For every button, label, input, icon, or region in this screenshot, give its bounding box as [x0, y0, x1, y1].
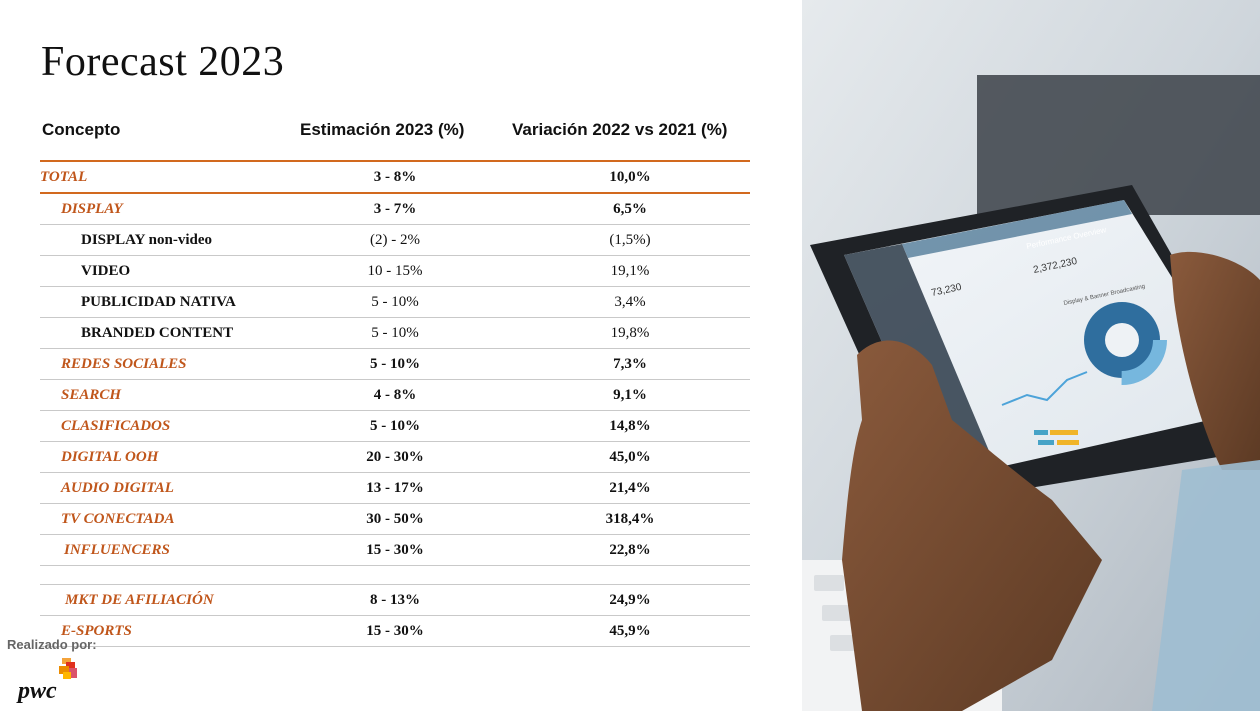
row-estimate: 15 - 30% — [366, 542, 424, 558]
row-estimate: 8 - 13% — [370, 592, 420, 608]
row-label: DISPLAY — [61, 201, 123, 217]
row-variation: 19,8% — [610, 325, 650, 341]
row-estimate: (2) - 2% — [370, 232, 420, 248]
row-label: E-SPORTS — [61, 623, 132, 639]
row-label: SEARCH — [61, 387, 122, 403]
made-by-label: Realizado por: — [7, 637, 97, 652]
pwc-logo: pwc — [18, 656, 88, 708]
table-row-influencers: INFLUENCERS 15 - 30% 22,8% — [40, 534, 750, 565]
row-variation: (1,5%) — [609, 232, 651, 248]
row-estimate: 5 - 10% — [370, 356, 420, 372]
row-variation: 45,9% — [609, 623, 651, 639]
row-label: DIGITAL OOH — [61, 449, 159, 465]
table-row-redes-sociales: REDES SOCIALES 5 - 10% 7,3% — [40, 348, 750, 379]
row-variation: 24,9% — [609, 592, 651, 608]
table-row-spacer — [40, 565, 750, 584]
row-estimate: 4 - 8% — [373, 387, 417, 403]
tablet-photo: Performance Overview 73,230 2,372,230 Di… — [802, 0, 1260, 711]
header-concepto: Concepto — [42, 120, 121, 139]
row-variation: 45,0% — [609, 449, 651, 465]
row-estimate: 30 - 50% — [366, 511, 424, 527]
row-variation: 3,4% — [614, 294, 646, 310]
row-variation: 9,1% — [613, 387, 647, 403]
row-label: MKT DE AFILIACIÓN — [65, 592, 214, 608]
table-row-search: SEARCH 4 - 8% 9,1% — [40, 379, 750, 410]
row-label: AUDIO DIGITAL — [61, 480, 174, 496]
row-label: TV CONECTADA — [61, 511, 175, 527]
row-estimate: 3 - 8% — [373, 169, 417, 185]
row-label: BRANDED CONTENT — [81, 325, 234, 341]
header-variacion: Variación 2022 vs 2021 (%) — [512, 120, 728, 139]
row-variation: 7,3% — [613, 356, 647, 372]
row-estimate: 15 - 30% — [366, 623, 424, 639]
row-label: VIDEO — [81, 263, 131, 279]
table-row-total: TOTAL 3 - 8% 10,0% — [40, 160, 750, 192]
row-label: REDES SOCIALES — [61, 356, 187, 372]
table-row-branded-content: BRANDED CONTENT 5 - 10% 19,8% — [40, 317, 750, 348]
row-estimate: 5 - 10% — [371, 325, 419, 341]
table-row-digital-ooh: DIGITAL OOH 20 - 30% 45,0% — [40, 441, 750, 472]
table-row-tv-conectada: TV CONECTADA 30 - 50% 318,4% — [40, 503, 750, 534]
table-row-display: DISPLAY 3 - 7% 6,5% — [40, 192, 750, 224]
pwc-logo-mark-icon — [59, 658, 77, 679]
forecast-table: TOTAL 3 - 8% 10,0% DISPLAY 3 - 7% 6,5% D… — [40, 160, 750, 647]
row-variation: 21,4% — [609, 480, 651, 496]
table-row-display-non-video: DISPLAY non-video (2) - 2% (1,5%) — [40, 224, 750, 255]
table-row-clasificados: CLASIFICADOS 5 - 10% 14,8% — [40, 410, 750, 441]
row-variation: 318,4% — [605, 511, 655, 527]
row-variation: 10,0% — [609, 169, 651, 185]
pwc-logo-text: pwc — [18, 678, 57, 704]
table-row-e-sports: E-SPORTS 15 - 30% 45,9% — [40, 615, 750, 647]
table-row-audio-digital: AUDIO DIGITAL 13 - 17% 21,4% — [40, 472, 750, 503]
row-variation: 19,1% — [610, 263, 650, 279]
table-row-publicidad-nativa: PUBLICIDAD NATIVA 5 - 10% 3,4% — [40, 286, 750, 317]
row-variation: 22,8% — [609, 542, 651, 558]
row-label: DISPLAY non-video — [81, 232, 213, 248]
row-label: CLASIFICADOS — [61, 418, 171, 434]
row-estimate: 5 - 10% — [370, 418, 420, 434]
header-estimacion: Estimación 2023 (%) — [300, 120, 465, 139]
row-label: PUBLICIDAD NATIVA — [81, 294, 236, 310]
row-label: TOTAL — [40, 169, 88, 185]
row-estimate: 13 - 17% — [366, 480, 424, 496]
row-variation: 14,8% — [609, 418, 651, 434]
row-estimate: 3 - 7% — [373, 201, 417, 217]
table-row-mkt-afiliacion: MKT DE AFILIACIÓN 8 - 13% 24,9% — [40, 584, 750, 615]
row-estimate: 5 - 10% — [371, 294, 419, 310]
row-label: INFLUENCERS — [64, 542, 170, 558]
row-estimate: 20 - 30% — [366, 449, 424, 465]
row-variation: 6,5% — [613, 201, 647, 217]
tablet-photo-illustration: Performance Overview 73,230 2,372,230 Di… — [802, 0, 1260, 711]
table-row-video: VIDEO 10 - 15% 19,1% — [40, 255, 750, 286]
row-estimate: 10 - 15% — [367, 263, 423, 279]
page-title: Forecast 2023 — [41, 39, 285, 85]
